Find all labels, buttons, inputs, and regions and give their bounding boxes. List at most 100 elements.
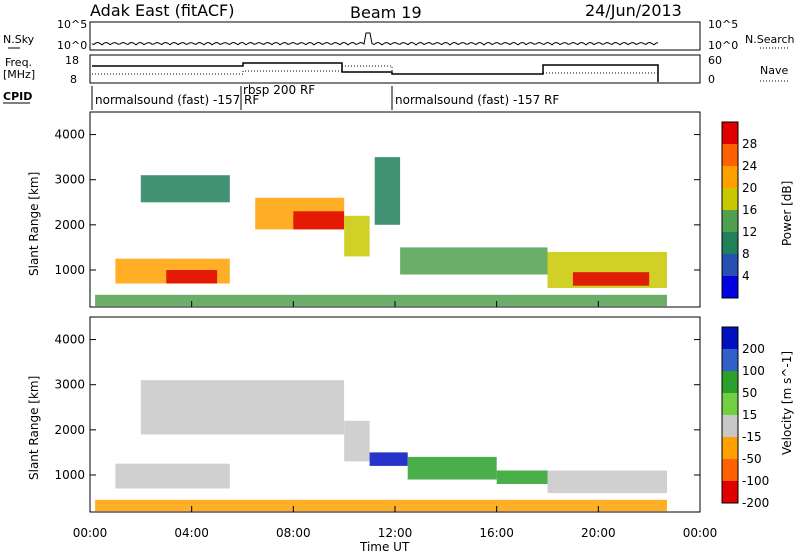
power-cbar-swatch-0 — [722, 122, 738, 144]
cpid-segment-0: normalsound (fast) -157 RF — [95, 93, 259, 107]
velocity-data — [95, 380, 668, 512]
velocity-xtick-label-6: 00:00 — [683, 526, 718, 540]
noise-tick-right-0: 10^5 — [708, 18, 738, 31]
velocity-y-ticks: 1000 2000 3000 4000 — [54, 333, 700, 482]
power-cbar-tick-1: 24 — [742, 159, 757, 173]
velocity-cbar-swatch-4 — [722, 415, 738, 437]
velocity-xtick-label-0: 00:00 — [73, 526, 108, 540]
velocity-cbar-tick-7: -200 — [742, 496, 769, 510]
power-region-6 — [374, 157, 401, 225]
power-cbar-tick-5: 8 — [742, 247, 750, 261]
velocity-cbar-swatch-5 — [722, 437, 738, 459]
velocity-region-0 — [115, 463, 230, 489]
power-region-5 — [344, 215, 370, 257]
cpid-label: CPID — [3, 90, 32, 103]
velocity-region-1 — [140, 380, 345, 435]
noise-strip: N.Sky N.Search 10^5 10^0 10^5 10^0 — [3, 18, 795, 52]
power-cbar-swatch-4 — [722, 210, 738, 232]
power-cbar-tick-6: 4 — [742, 269, 750, 283]
velocity-xtick-label-5: 20:00 — [581, 526, 616, 540]
power-cbar-swatch-5 — [722, 232, 738, 254]
power-ylabel: Slant Range [km] — [27, 172, 41, 276]
velocity-x-ticks: 00:00 04:00 08:00 12:00 16:00 20:00 00:00 — [73, 506, 718, 540]
power-cbar-swatch-6 — [722, 254, 738, 276]
power-cbar-swatch-7 — [722, 276, 738, 298]
velocity-xtick-label-4: 16:00 — [479, 526, 514, 540]
nave-label: Nave — [760, 64, 788, 77]
nsearch-label: N.Search — [745, 33, 795, 46]
velocity-cbar-swatch-0 — [722, 327, 738, 349]
noise-tick-left-0: 10^5 — [57, 18, 87, 31]
velocity-ytick-label-0: 1000 — [54, 468, 85, 482]
power-cbar-tick-3: 16 — [742, 203, 757, 217]
noise-tick-right-1: 10^0 — [708, 39, 738, 52]
velocity-region-3 — [369, 452, 408, 466]
noise-trace-line — [91, 32, 659, 46]
power-region-7 — [400, 247, 548, 275]
velocity-cbar-tick-3: 15 — [742, 408, 757, 422]
power-cbar-label: Power [dB] — [780, 181, 794, 246]
velocity-xtick-label-3: 12:00 — [378, 526, 413, 540]
velocity-cbar-swatch-7 — [722, 481, 738, 503]
power-colorbar: 28 24 20 16 12 8 4 — [721, 121, 757, 299]
velocity-cbar-swatch-2 — [722, 371, 738, 393]
velocity-region-5 — [496, 470, 548, 484]
velocity-cbar-tick-4: -15 — [742, 430, 762, 444]
cpid-segment-2: normalsound (fast) -157 RF — [395, 93, 559, 107]
power-data — [95, 157, 668, 307]
velocity-region-7 — [95, 499, 668, 512]
freq-tick-right-1: 0 — [708, 73, 715, 86]
velocity-region-6 — [547, 470, 667, 494]
velocity-ytick-label-3: 4000 — [54, 333, 85, 347]
x-axis-title: Time UT — [359, 540, 410, 554]
velocity-region-2 — [344, 420, 370, 462]
cpid-segment-1: rbsp 200 RF — [243, 83, 315, 97]
velocity-colorbar: 200 100 50 15 -15 -50 -100 -200 — [721, 326, 769, 510]
power-cbar-tick-0: 28 — [742, 137, 757, 151]
power-region-10 — [95, 294, 668, 307]
power-region-1 — [166, 270, 218, 284]
velocity-cbar-tick-6: -100 — [742, 474, 769, 488]
velocity-region-4 — [407, 456, 497, 480]
date-title: 24/Jun/2013 — [585, 1, 682, 20]
power-x-ticks — [89, 301, 701, 307]
power-cbar-tick-2: 20 — [742, 181, 757, 195]
power-region-4 — [293, 211, 345, 230]
freq-strip: Freq. [MHz] 18 8 60 0 Nave — [3, 54, 790, 86]
nsky-label: N.Sky — [3, 33, 35, 46]
power-ytick-label-0: 1000 — [54, 263, 85, 277]
power-ytick-label-1: 2000 — [54, 218, 85, 232]
power-y-ticks: 1000 2000 3000 4000 — [54, 128, 700, 277]
cpid-strip: CPID normalsound (fast) -157 RF rbsp 200… — [3, 83, 559, 110]
power-cbar-tick-4: 12 — [742, 225, 757, 239]
power-cbar-swatch-1 — [722, 144, 738, 166]
power-cbar-swatch-2 — [722, 166, 738, 188]
noise-tick-left-1: 10^0 — [57, 39, 87, 52]
power-region-2 — [140, 175, 230, 203]
power-panel: Slant Range [km] 1000 2000 3000 4000 28 24 20… — [27, 111, 794, 308]
station-title: Adak East (fitACF) — [90, 1, 234, 20]
noise-frame — [89, 21, 701, 51]
velocity-cbar-swatch-6 — [722, 459, 738, 481]
velocity-xtick-label-2: 08:00 — [276, 526, 311, 540]
velocity-cbar-label-text: Velocity [m s^-1] — [780, 351, 794, 455]
velocity-cbar-tick-5: -50 — [742, 452, 762, 466]
freq-tick-left-1: 8 — [70, 73, 77, 86]
freq-frame — [89, 54, 701, 84]
velocity-cbar-tick-2: 50 — [742, 386, 757, 400]
freq-trace — [92, 62, 659, 82]
power-region-9 — [572, 272, 650, 286]
freq-tick-left-0: 18 — [65, 54, 79, 67]
freq-label-2: [MHz] — [3, 68, 35, 81]
freq-tick-right-0: 60 — [708, 54, 722, 67]
power-cbar-frame — [721, 121, 739, 299]
velocity-xtick-label-1: 04:00 — [174, 526, 209, 540]
power-ytick-label-3: 4000 — [54, 128, 85, 142]
power-ytick-label-2: 3000 — [54, 173, 85, 187]
velocity-cbar-swatch-3 — [722, 393, 738, 415]
velocity-cbar-label: Velocity [m s^-1] — [780, 351, 794, 455]
power-cbar-swatch-3 — [722, 188, 738, 210]
velocity-cbar-tick-1: 100 — [742, 364, 765, 378]
